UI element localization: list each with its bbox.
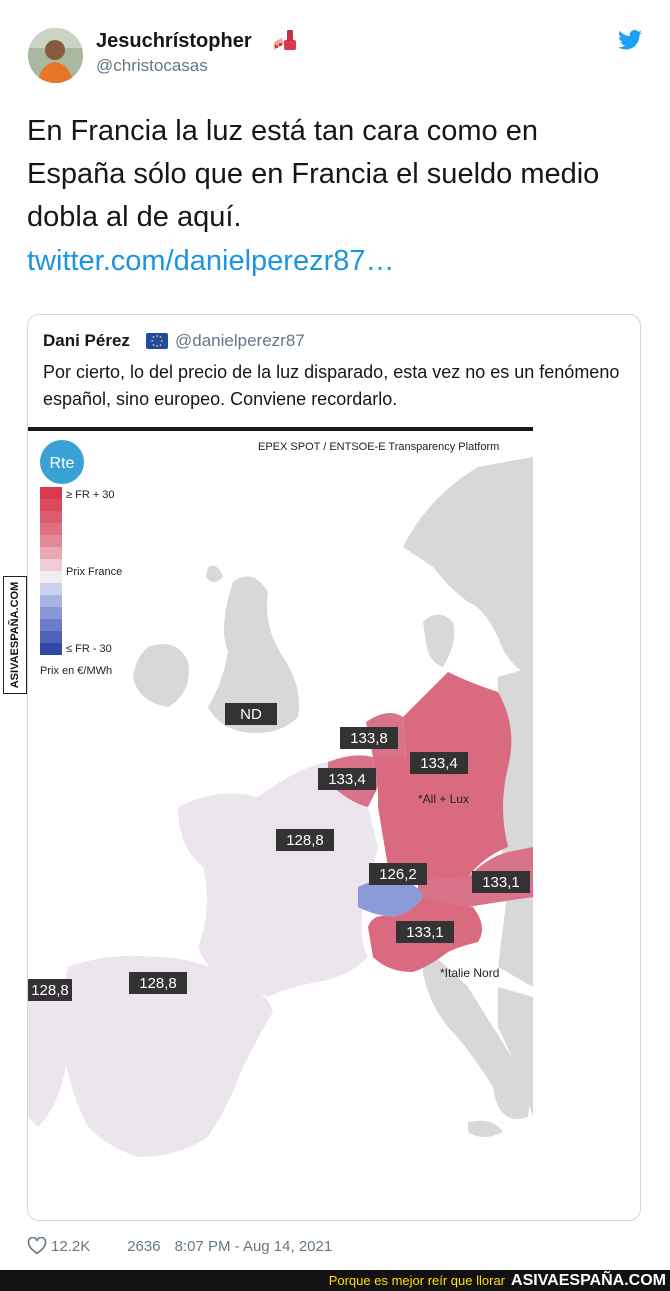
- label-ch-text: 126,2: [379, 866, 417, 883]
- label-de-note: *All + Lux: [418, 792, 469, 806]
- country-portugal: [28, 982, 66, 1127]
- label-it-note: *Italie Nord: [440, 966, 499, 980]
- legend: [40, 487, 62, 655]
- land-uk: [208, 576, 299, 733]
- label-it-text: 133,1: [406, 924, 444, 941]
- watermark-bar: Porque es mejor reír que llorar ASIVAESP…: [0, 1270, 670, 1291]
- europe-price-map: Rte EPEX SPOT / ENTSOE-E Transparency Pl…: [28, 427, 533, 1220]
- label-uk-text: ND: [240, 706, 262, 723]
- quoted-tweet[interactable]: Dani Pérez @danielperezr87 Por cierto, l…: [27, 314, 641, 1221]
- label-uk: ND: [225, 703, 277, 725]
- eu-flag-icon: [146, 333, 168, 349]
- label-de: 133,4: [410, 752, 468, 774]
- land-balkans: [498, 987, 533, 1117]
- user-handle[interactable]: @christocasas: [96, 56, 208, 75]
- label-pt-text: 128,8: [31, 982, 69, 999]
- country-spain: [61, 955, 274, 1157]
- nail-polish-icon: [273, 30, 296, 50]
- avatar[interactable]: [28, 28, 83, 83]
- like-count[interactable]: 12.2K: [51, 1237, 91, 1255]
- land-ireland: [133, 644, 189, 707]
- tweet-footer: 12.2K 2636 8:07 PM - Aug 14, 2021: [27, 1237, 332, 1255]
- legend-mid: Prix France: [66, 566, 122, 578]
- heart-icon[interactable]: [27, 1237, 47, 1255]
- land-ocean-edge: [28, 1187, 58, 1220]
- watermark-slogan: Porque es mejor reír que llorar: [328, 1273, 506, 1288]
- country-france: [178, 762, 378, 997]
- land-denmark: [423, 614, 455, 667]
- land-italy: [423, 947, 530, 1119]
- label-fr-text: 128,8: [286, 832, 324, 849]
- label-es-text: 128,8: [139, 975, 177, 992]
- label-it: 133,1: [396, 921, 454, 943]
- twitter-bird-icon[interactable]: [618, 30, 642, 50]
- land-scandinavia: [403, 457, 533, 677]
- legend-bottom: ≤ FR - 30: [66, 643, 112, 655]
- label-be-text: 133,4: [328, 771, 366, 788]
- display-name[interactable]: Jesuchrístopher: [96, 30, 252, 52]
- quoted-text: Por cierto, lo del precio de la luz disp…: [43, 362, 620, 409]
- label-nl: 133,8: [340, 727, 398, 749]
- label-de-text: 133,4: [420, 755, 458, 772]
- quoted-display-name: Dani Pérez: [43, 331, 130, 350]
- land-sicily: [468, 1120, 503, 1137]
- quoted-handle: @danielperezr87: [175, 331, 305, 350]
- label-fr: 128,8: [276, 829, 334, 851]
- label-at-text: 133,1: [482, 874, 520, 891]
- tweet-link[interactable]: twitter.com/danielperezr87…: [27, 245, 395, 277]
- label-ch: 126,2: [369, 863, 427, 885]
- legend-unit: Prix en €/MWh: [40, 665, 112, 677]
- side-watermark: ASIVAESPAÑA.COM: [3, 576, 27, 694]
- legend-top: ≥ FR + 30: [66, 489, 115, 501]
- land-scotland-isle: [206, 565, 223, 582]
- rte-logo: [40, 440, 84, 484]
- watermark-site: ASIVAESPAÑA.COM: [511, 1271, 666, 1289]
- rte-logo-text: Rte: [50, 455, 75, 472]
- retweet-count[interactable]: 2636: [127, 1237, 161, 1255]
- label-nl-text: 133,8: [350, 730, 388, 747]
- label-es: 128,8: [129, 972, 187, 994]
- map-source: EPEX SPOT / ENTSOE-E Transparency Platfo…: [258, 441, 499, 453]
- timestamp[interactable]: 8:07 PM - Aug 14, 2021: [174, 1237, 333, 1255]
- label-at: 133,1: [472, 871, 530, 893]
- label-pt: 128,8: [28, 979, 72, 1001]
- country-switzerland: [358, 880, 423, 917]
- country-germany: [373, 672, 512, 882]
- tweet-text: En Francia la luz está tan cara como en …: [27, 115, 600, 233]
- label-be: 133,4: [318, 768, 376, 790]
